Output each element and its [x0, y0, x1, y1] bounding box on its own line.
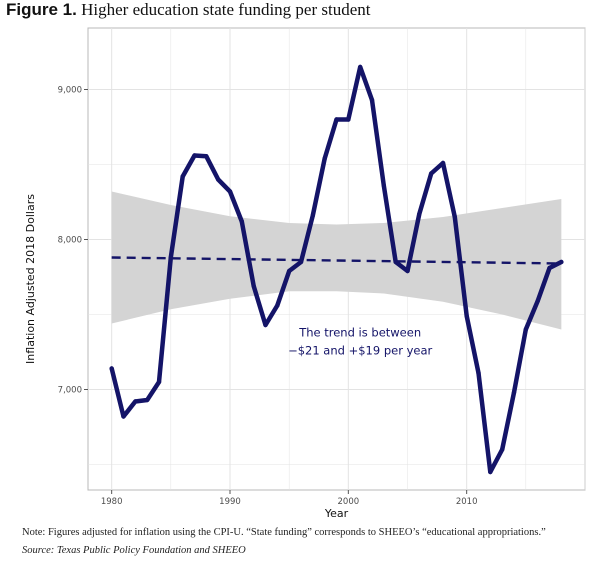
figure-number: Figure 1. [6, 0, 77, 19]
y-axis: 7,000 8,000 9,000 [58, 86, 88, 396]
x-tick-label: 2000 [338, 497, 360, 507]
figure-source: Source: Texas Public Policy Foundation a… [22, 545, 246, 556]
y-axis-title: Inflation Adjusted 2018 Dollars [24, 194, 37, 364]
x-tick-label: 1980 [101, 497, 123, 507]
figure-title: Figure 1. Higher education state funding… [6, 0, 371, 20]
x-axis: 1980 1990 2000 2010 [101, 490, 478, 507]
x-axis-title: Year [324, 507, 349, 520]
series-line [109, 64, 564, 475]
x-tick-label: 2010 [456, 497, 478, 507]
confidence-band [111, 191, 562, 330]
annotation-line-2: −$21 and +$19 per year [288, 343, 432, 357]
figure-title-text: Higher education state funding per stude… [81, 0, 371, 19]
annotation-line-1: The trend is between [298, 325, 421, 339]
x-tick-label: 1990 [219, 497, 241, 507]
y-tick-label: 9,000 [58, 86, 82, 96]
figure-note: Note: Figures adjusted for inflation usi… [22, 527, 546, 538]
y-tick-label: 7,000 [58, 386, 82, 396]
y-tick-label: 8,000 [58, 236, 82, 246]
